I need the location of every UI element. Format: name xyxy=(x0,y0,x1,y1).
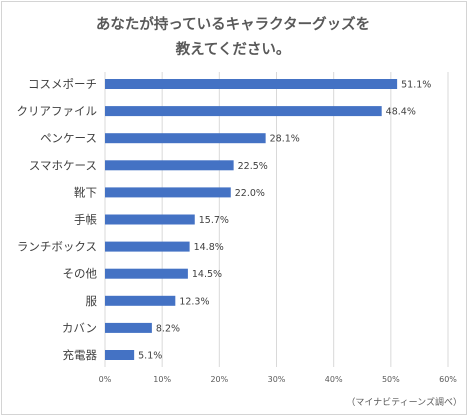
bar xyxy=(105,350,135,360)
x-tick-label: 60% xyxy=(439,375,457,384)
value-label: 28.1% xyxy=(270,134,300,145)
bar xyxy=(105,214,195,225)
category-label: 服 xyxy=(86,294,98,308)
value-labels: 51.1% 48.4% 28.1% 22.5% 22.0% 15.7% 14.8% 14.5%… xyxy=(138,80,431,362)
category-label: スマホケース xyxy=(29,158,97,172)
x-tick-label: 50% xyxy=(382,375,400,384)
value-label: 14.5% xyxy=(192,269,222,280)
value-label: 48.4% xyxy=(386,107,416,118)
bar xyxy=(105,133,266,144)
value-label: 51.1% xyxy=(401,80,431,91)
category-label: カバン xyxy=(62,321,97,335)
value-label: 14.8% xyxy=(194,242,224,253)
value-label: 5.1% xyxy=(138,351,162,362)
bar xyxy=(105,322,152,333)
bar xyxy=(105,79,398,89)
x-tick-label: 0% xyxy=(99,375,112,384)
bar xyxy=(105,160,234,171)
category-label: ペンケース xyxy=(40,131,97,145)
chart-title-line-2: 教えてください。 xyxy=(175,40,291,58)
value-label: 15.7% xyxy=(199,215,229,226)
bars xyxy=(105,79,398,360)
value-label: 22.0% xyxy=(235,188,265,199)
x-tick-label: 10% xyxy=(153,375,171,384)
bar xyxy=(105,187,231,198)
value-label: 8.2% xyxy=(156,323,180,334)
category-label: 靴下 xyxy=(74,185,97,199)
category-label: コスメポーチ xyxy=(28,77,97,91)
bar xyxy=(105,106,382,117)
x-axis-ticks: 0% 10% 20% 30% 40% 50% 60% xyxy=(99,375,458,384)
category-labels: コスメポーチクリアファイルペンケーススマホケース靴下手帳ランチボックスその他服カ… xyxy=(17,77,98,362)
category-label: その他 xyxy=(63,267,98,281)
source-note: （マイナビティーンズ調べ） xyxy=(346,396,462,408)
category-label: ランチボックス xyxy=(17,240,97,254)
value-label: 12.3% xyxy=(179,296,209,307)
x-tick-label: 30% xyxy=(268,375,286,384)
category-label: 充電器 xyxy=(63,348,98,362)
x-tick-label: 40% xyxy=(325,375,343,384)
bar xyxy=(105,268,188,279)
x-tick-label: 20% xyxy=(210,375,228,384)
category-label: 手帳 xyxy=(74,213,97,227)
bar xyxy=(105,241,190,252)
value-label: 22.5% xyxy=(238,161,268,172)
chart-title-line-1: あなたが持っているキャラクターグッズを xyxy=(96,15,370,33)
category-label: クリアファイル xyxy=(17,104,98,118)
gridlines xyxy=(104,72,449,367)
bar xyxy=(105,295,176,306)
